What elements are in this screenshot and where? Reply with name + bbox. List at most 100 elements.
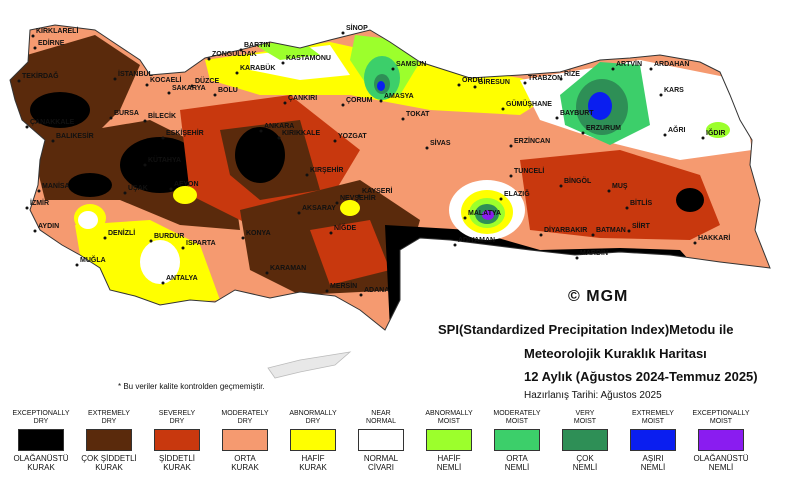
city-dot (31, 34, 35, 38)
city-label: BATMAN (596, 227, 626, 234)
city-dot (113, 77, 117, 81)
legend-turkish-label: OLAĞANÜSTÜ KURAK (13, 454, 69, 472)
legend-turkish-label: HAFİF KURAK (299, 454, 327, 472)
city-dot (51, 139, 55, 143)
city-label: ESKİŞEHİR (166, 129, 204, 137)
city-label: ANKARA (264, 123, 294, 130)
city-label: İZMİR (30, 199, 49, 207)
city-label: KIRIKKALE (282, 130, 320, 137)
legend-english-label: VERY MOIST (573, 410, 597, 425)
legend-turkish-label: ORTA KURAK (231, 454, 259, 472)
city-label: GÜMÜŞHANE (506, 99, 552, 108)
cyprus-shape (267, 351, 352, 379)
city-dot (425, 146, 429, 150)
map-title-line1: SPI(Standardized Precipitation Index)Met… (438, 322, 734, 337)
legend-english-label: MODERATELY DRY (221, 410, 269, 425)
city-dot (627, 229, 631, 233)
legend-turkish-label: ORTA NEMLİ (504, 454, 530, 472)
city-dot (25, 206, 29, 210)
city-dot (241, 236, 245, 240)
city-label: ADANA (364, 287, 389, 294)
legend-turkish-label: AŞIRI NEMLİ (640, 454, 666, 472)
city-dot (591, 233, 595, 237)
legend-turkish-label: OLAĞANÜSTÜ NEMLİ (693, 454, 749, 472)
city-label: YOZGAT (338, 133, 367, 140)
city-dot (329, 231, 333, 235)
city-label: EDİRNE (38, 39, 65, 47)
prepared-date: Hazırlanış Tarihi: Ağustos 2025 (524, 390, 662, 401)
city-label: KIRŞEHİR (310, 166, 343, 174)
city-dot (143, 119, 147, 123)
city-label: MUĞLA (80, 255, 106, 264)
city-dot (499, 197, 503, 201)
city-label: ERZİNCAN (514, 137, 550, 145)
city-dot (161, 136, 165, 140)
city-dot (509, 174, 513, 178)
city-label: ÇORUM (346, 97, 373, 104)
city-dot (265, 271, 269, 275)
city-dot (190, 84, 194, 88)
city-dot (453, 243, 457, 247)
city-dot (341, 103, 345, 107)
city-label: GİRESUN (478, 78, 510, 86)
legend-swatch (698, 429, 744, 451)
city-dot (75, 263, 79, 267)
city-label: ZONGULDAK (212, 51, 257, 58)
legend-swatch (630, 429, 676, 451)
city-dot (559, 77, 563, 81)
city-label: BURSA (114, 110, 139, 117)
city-label: MUŞ (612, 183, 628, 190)
city-dot (37, 189, 41, 193)
city-dot (25, 125, 29, 129)
city-dot (281, 61, 285, 65)
city-dot (607, 189, 611, 193)
legend-turkish-label: HAFİF NEMLİ (436, 454, 462, 472)
city-label: SİNOP (346, 24, 368, 32)
city-dot (473, 85, 477, 89)
legend-english-label: EXTREMELY MOIST (632, 410, 674, 425)
city-label: SAMSUN (396, 61, 426, 68)
legend-item: SEVERELY DRY ŞİDDETLİ KURAK (144, 408, 210, 472)
city-label: KASTAMONU (286, 55, 331, 62)
city-label: AMASYA (384, 93, 414, 100)
city-label: NEVŞEHİR (340, 194, 376, 202)
city-dot (277, 136, 281, 140)
city-label: DÜZCE (195, 76, 219, 85)
city-dot (325, 289, 329, 293)
city-dot (239, 48, 243, 52)
city-dot (283, 101, 287, 105)
city-label: AYDIN (38, 223, 59, 230)
legend-swatch (86, 429, 132, 451)
legend-english-label: EXCEPTIONALLY MOIST (692, 410, 750, 425)
legend-item: MODERATELY MOIST ORTA NEMLİ (484, 408, 550, 472)
city-dot (575, 256, 579, 260)
legend-swatch (222, 429, 268, 451)
city-dot (143, 163, 147, 167)
city-label: ÇANKIRI (288, 95, 317, 102)
city-dot (169, 187, 173, 191)
city-label: ORDU (462, 77, 483, 84)
legend-english-label: MODERATELY MOIST (493, 410, 541, 425)
city-dot (305, 173, 309, 177)
city-label: RİZE (564, 70, 580, 78)
legend-swatch (290, 429, 336, 451)
legend-item: ABNORMALLY MOIST HAFİF NEMLİ (416, 408, 482, 472)
city-label: İSTANBUL (118, 70, 154, 78)
legend-item: EXTREMELY MOIST AŞIRI NEMLİ (620, 408, 686, 472)
city-dot (401, 117, 405, 121)
city-label: ÇANAKKALE (30, 119, 75, 126)
city-label: BOLU (218, 87, 238, 94)
city-label: NİĞDE (334, 223, 357, 232)
city-label: SİVAS (430, 139, 451, 147)
city-label: ELAZIĞ (504, 189, 530, 198)
city-dot (649, 67, 653, 71)
quality-note: * Bu veriler kalite kontrolden geçmemişt… (118, 382, 265, 391)
city-dot (109, 116, 113, 120)
city-dot (161, 281, 165, 285)
city-dot (103, 236, 107, 240)
legend-english-label: EXCEPTIONALLY DRY (12, 410, 70, 425)
city-label: HAKKARİ (698, 234, 730, 242)
copyright-label: © MGM (568, 288, 629, 305)
